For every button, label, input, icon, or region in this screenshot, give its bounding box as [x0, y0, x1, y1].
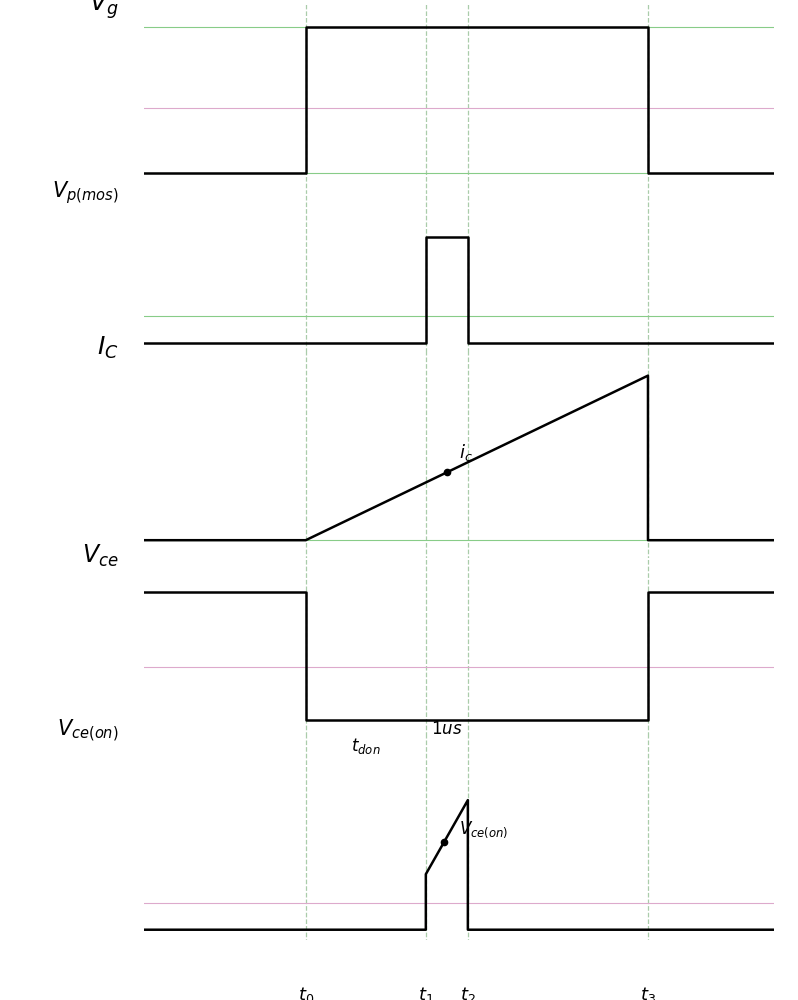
Text: $i_c$: $i_c$	[459, 442, 472, 463]
Text: $V_g$: $V_g$	[89, 0, 118, 21]
Text: $t_2$: $t_2$	[460, 985, 476, 1000]
Text: $t_{don}$: $t_{don}$	[351, 736, 381, 756]
Text: $I_C$: $I_C$	[97, 334, 118, 361]
Text: $t_0$: $t_0$	[298, 985, 314, 1000]
Text: $V_{p(mos)}$: $V_{p(mos)}$	[52, 179, 118, 206]
Text: $t_3$: $t_3$	[640, 985, 656, 1000]
Text: $V_{ce(on)}$: $V_{ce(on)}$	[459, 820, 508, 840]
Text: $V_{ce}$: $V_{ce}$	[81, 542, 118, 569]
Text: $V_{ce(on)}$: $V_{ce(on)}$	[57, 718, 118, 744]
Text: $t_1$: $t_1$	[418, 985, 434, 1000]
Text: $1us$: $1us$	[431, 720, 463, 738]
